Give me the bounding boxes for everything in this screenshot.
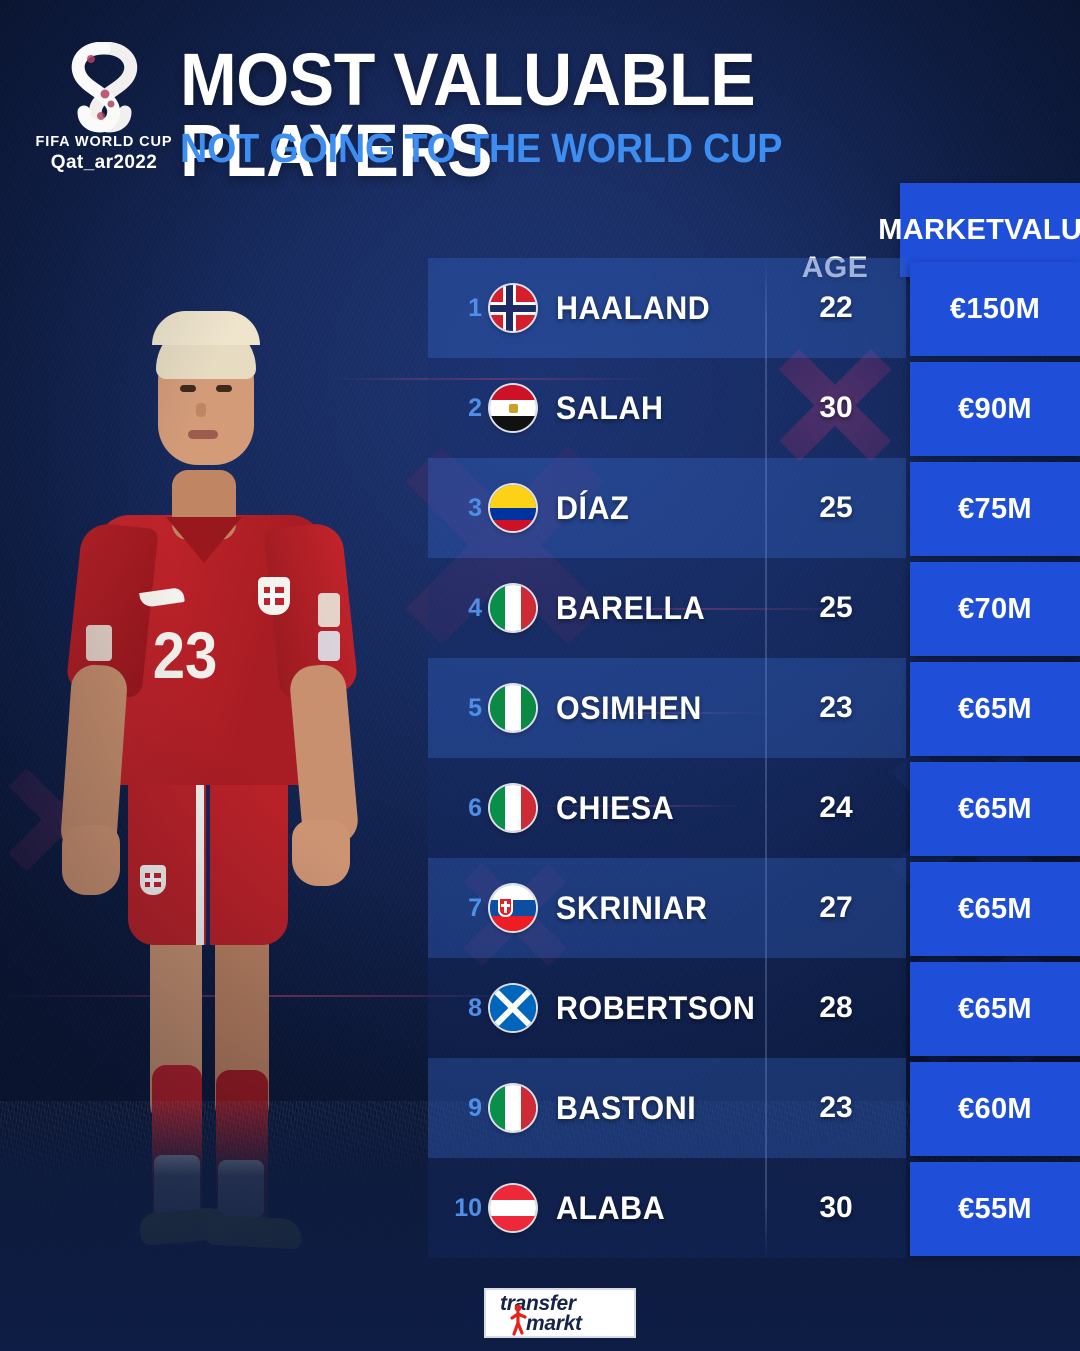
player-age: 25	[819, 591, 853, 624]
player-name: BARELLA	[556, 589, 706, 626]
flag-egypt-icon	[490, 385, 536, 431]
player-age: 23	[819, 1091, 853, 1124]
player-age: 23	[819, 691, 853, 724]
transfermarkt-player-icon	[510, 1304, 527, 1336]
player-name: SALAH	[556, 389, 664, 426]
rank-number: 6	[468, 793, 482, 822]
table-row[interactable]: 1 HAALAND 22 €150M	[428, 258, 1080, 358]
rank-number: 1	[468, 293, 482, 322]
table-row[interactable]: 10 ALABA 30 €55M	[428, 1158, 1080, 1258]
player-age: 24	[819, 791, 853, 824]
player-market-value: €75M	[910, 462, 1080, 556]
flag-scotland-icon	[490, 985, 536, 1031]
rank-number: 7	[468, 893, 482, 922]
player-name: SKRINIAR	[556, 889, 708, 926]
rank-number: 8	[468, 993, 482, 1022]
player-age: 30	[819, 391, 853, 424]
flag-colombia-icon	[490, 485, 536, 531]
flag-austria-icon	[490, 1185, 536, 1231]
flag-nigeria-icon	[490, 685, 536, 731]
fifa-world-cup-qatar-2022-logo: FIFA WORLD CUP Qat_ar2022	[34, 38, 174, 178]
transfermarkt-logo: transfer markt	[484, 1288, 636, 1338]
player-market-value: €65M	[910, 862, 1080, 956]
flag-italy-icon	[490, 1085, 536, 1131]
fifa-logo-line2: Qat_ar2022	[50, 152, 158, 173]
player-age: 22	[819, 291, 853, 324]
table-row[interactable]: 9 BASTONI 23 €60M	[428, 1058, 1080, 1158]
player-age: 28	[819, 991, 853, 1024]
table-row[interactable]: 8 ROBERTSON 28 €65M	[428, 958, 1080, 1058]
column-header-age: AGE	[801, 251, 869, 285]
player-market-value: €65M	[910, 962, 1080, 1056]
column-header-market-value: MARKET VALUE	[878, 183, 1080, 277]
flag-italy-icon	[490, 785, 536, 831]
rank-number: 3	[468, 493, 482, 522]
qatar-2022-loop-icon	[71, 42, 138, 133]
table-row[interactable]: 4 BARELLA 25 €70M	[428, 558, 1080, 658]
player-photo: 23	[0, 225, 430, 1305]
player-name: ROBERTSON	[556, 989, 756, 1026]
page-subtitle: NOT GOING TO THE WORLD CUP	[180, 125, 783, 171]
rank-number: 10	[454, 1193, 482, 1222]
player-ranking-table: 1 HAALAND 22 €150M 2 SALAH 30 €90M 3 DÍAZ 25 €75…	[428, 258, 1080, 1258]
player-name: BASTONI	[556, 1089, 697, 1126]
page-title: MOST VALUABLE PLAYERS	[180, 38, 756, 193]
table-row[interactable]: 5 OSIMHEN 23 €65M	[428, 658, 1080, 758]
player-market-value: €65M	[910, 762, 1080, 856]
player-name: CHIESA	[556, 789, 675, 826]
column-header-market-value-line1: MARKET	[878, 213, 1005, 246]
player-name: ALABA	[556, 1189, 666, 1226]
player-market-value: €55M	[910, 1162, 1080, 1256]
column-divider	[765, 258, 767, 1258]
player-age: 27	[819, 891, 853, 924]
player-market-value: €90M	[910, 362, 1080, 456]
player-name: HAALAND	[556, 289, 711, 326]
table-row[interactable]: 6 CHIESA 24 €65M	[428, 758, 1080, 858]
rank-number: 9	[468, 1093, 482, 1122]
player-age: 30	[819, 1191, 853, 1224]
player-market-value: €60M	[910, 1062, 1080, 1156]
player-age: 25	[819, 491, 853, 524]
player-market-value: €150M	[910, 262, 1080, 356]
rank-number: 2	[468, 393, 482, 422]
player-name: OSIMHEN	[556, 689, 702, 726]
player-market-value: €70M	[910, 562, 1080, 656]
table-row[interactable]: 7 SKRINIAR 27 €65M	[428, 858, 1080, 958]
player-market-value: €65M	[910, 662, 1080, 756]
transfermarkt-word2: markt	[526, 1312, 582, 1335]
flag-italy-icon	[490, 585, 536, 631]
table-row[interactable]: 3 DÍAZ 25 €75M	[428, 458, 1080, 558]
player-name: DÍAZ	[556, 489, 630, 526]
table-row[interactable]: 2 SALAH 30 €90M	[428, 358, 1080, 458]
rank-number: 4	[468, 593, 482, 622]
rank-number: 5	[468, 693, 482, 722]
column-header-market-value-line2: VALUE	[1004, 213, 1080, 246]
flag-slovakia-icon	[490, 885, 536, 931]
fifa-logo-line1: FIFA WORLD CUP	[35, 134, 173, 150]
flag-norway-icon	[490, 285, 536, 331]
shirt-number: 23	[152, 618, 218, 692]
boot	[205, 1214, 303, 1250]
